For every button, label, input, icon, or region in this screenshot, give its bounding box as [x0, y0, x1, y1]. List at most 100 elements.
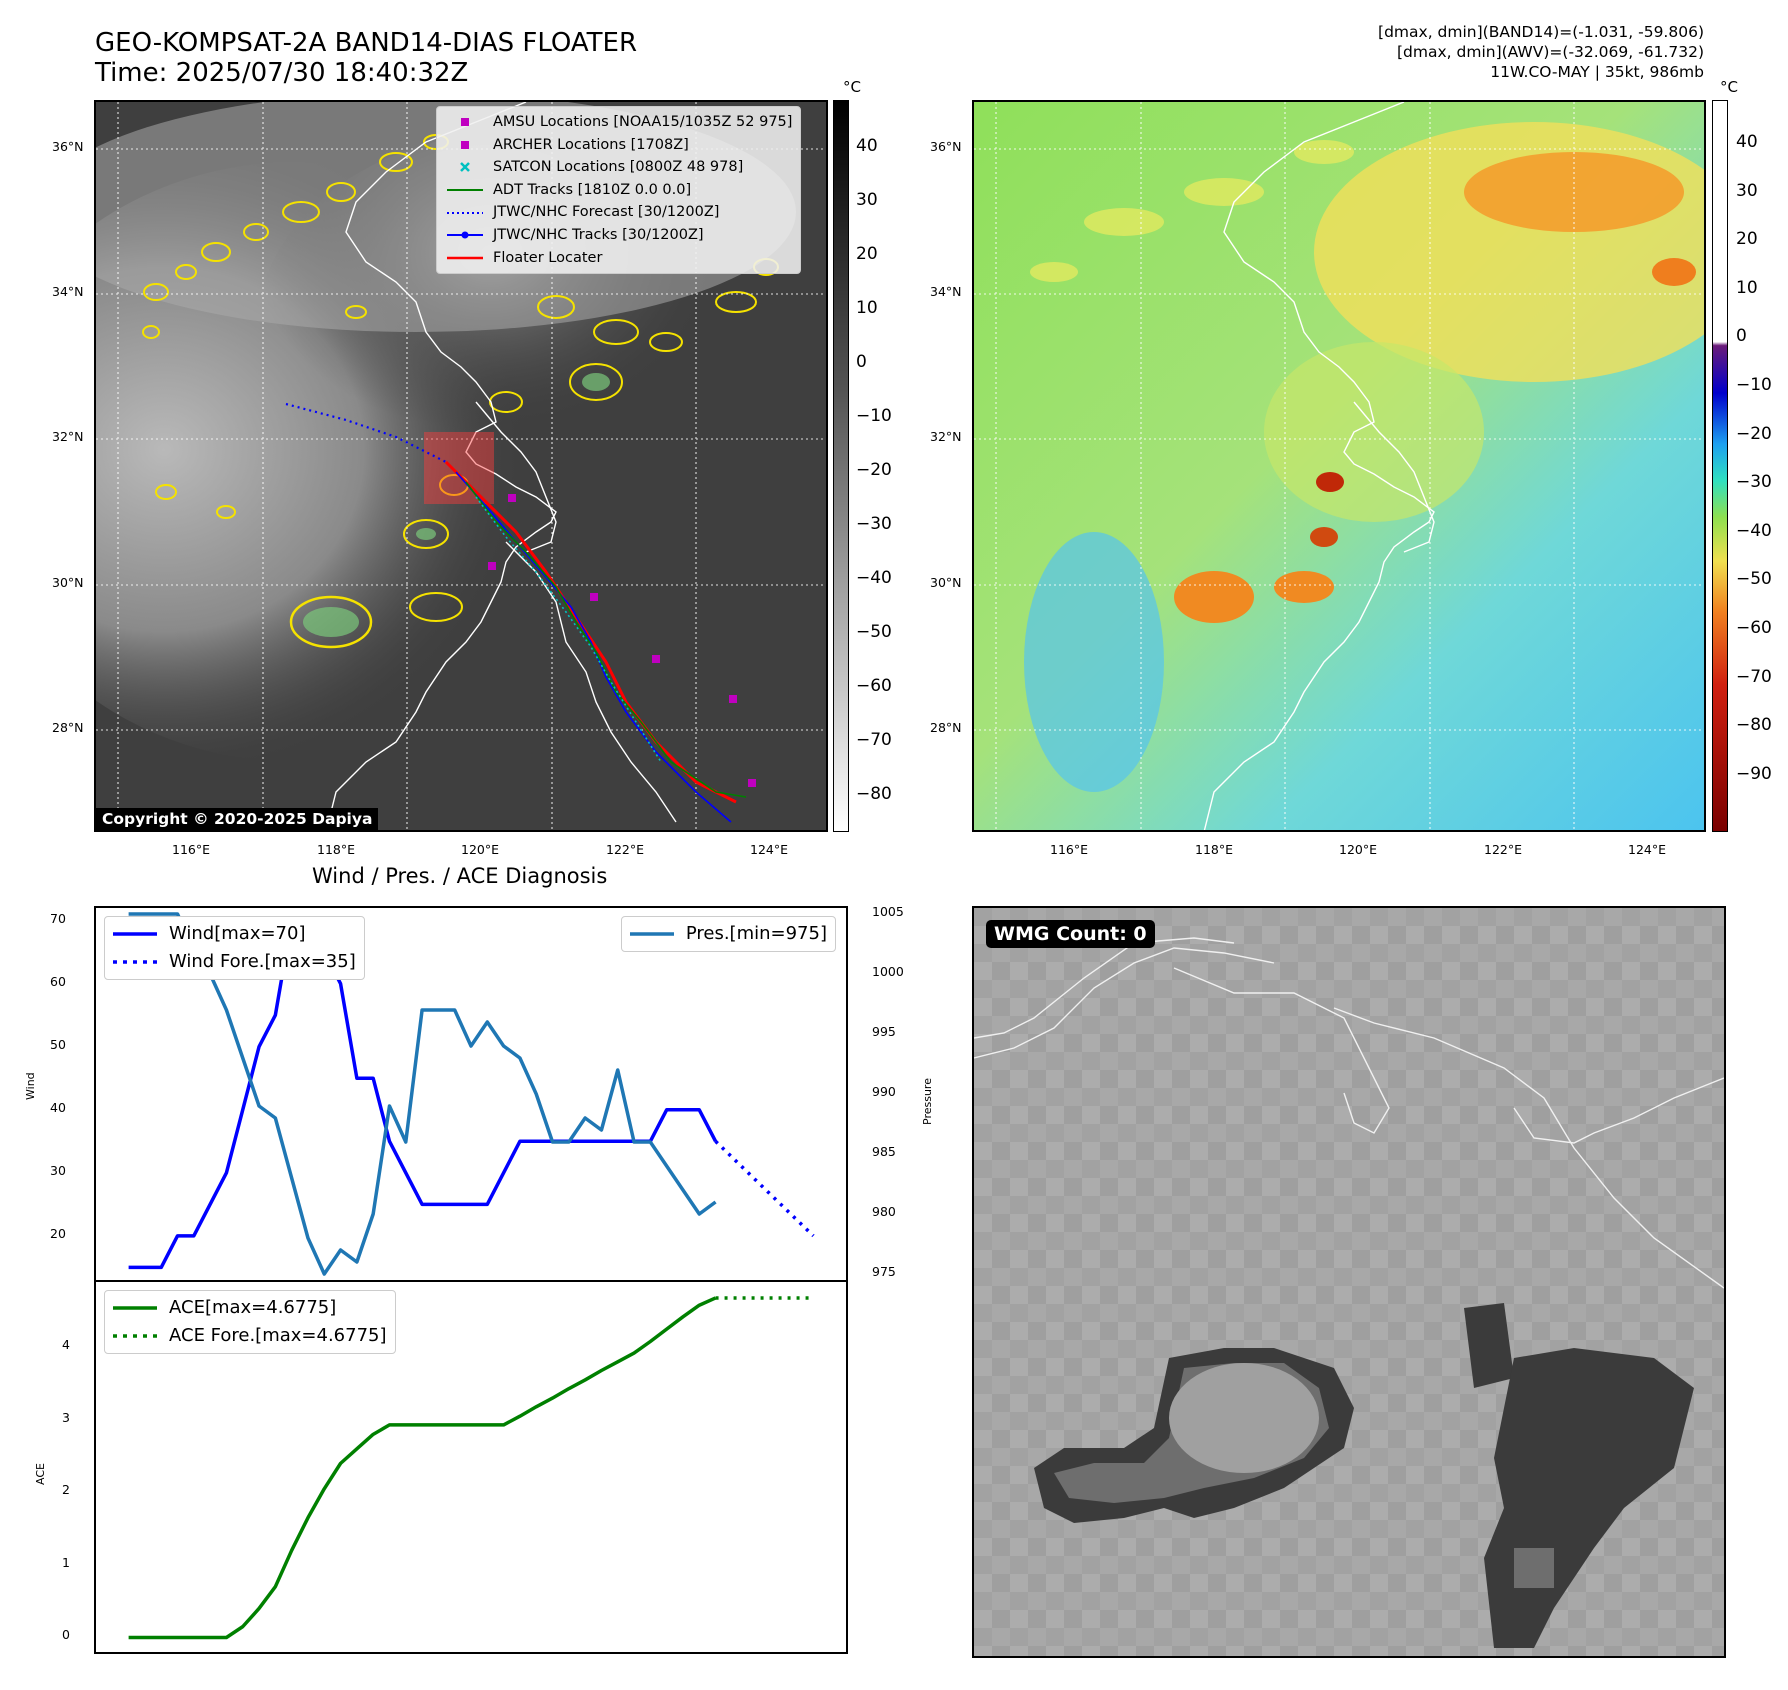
awv-colorbar-tick: −40 — [1736, 520, 1772, 541]
legend-amsu: AMSU Locations [NOAA15/1035Z 52 975] — [445, 111, 792, 134]
wind-tick-label: 60 — [50, 973, 66, 989]
ir-colorbar-tick: 10 — [856, 298, 878, 318]
awv-colorbar-unit: °C — [1720, 78, 1738, 96]
pressure-tick-label: 975 — [872, 1264, 896, 1279]
pressure-tick-label: 990 — [872, 1084, 896, 1099]
ir-colorbar-tick: −80 — [856, 784, 892, 804]
lat-tick-label: 34°N — [930, 284, 962, 299]
wmg-panel: WMG Count: 0 — [972, 906, 1726, 1658]
ir-colorbar — [833, 100, 849, 832]
lat-tick-label: 30°N — [52, 575, 84, 590]
awv-colorbar-tick: 30 — [1736, 180, 1758, 201]
lon-tick-label: 122°E — [606, 842, 645, 857]
ir-colorbar-tick: 0 — [856, 352, 867, 372]
ace-tick-label: 3 — [62, 1409, 70, 1425]
legend-archer: ARCHER Locations [1708Z] — [445, 134, 792, 157]
lat-tick-label: 30°N — [930, 575, 962, 590]
awv-colorbar — [1712, 100, 1728, 832]
awv-colorbar-tick: 0 — [1736, 326, 1747, 347]
awv-map-image — [974, 102, 1704, 830]
awv-colorbar-tick: 40 — [1736, 132, 1758, 152]
ir-colorbar-tick: −30 — [856, 514, 892, 534]
ir-colorbar-tick: 40 — [856, 136, 878, 156]
lat-tick-label: 34°N — [52, 284, 84, 299]
ace-legend: ACE[max=4.6775] ACE Fore.[max=4.6775] — [104, 1290, 396, 1354]
pressure-tick-label: 1000 — [872, 964, 904, 979]
lat-tick-label: 36°N — [930, 139, 962, 154]
ir-colorbar-tick: −70 — [856, 730, 892, 750]
series-wind-fore- — [714, 1140, 815, 1238]
legend-ace-fore: ACE Fore.[max=4.6775] — [113, 1325, 387, 1346]
awv-map-panel — [972, 100, 1706, 832]
ace-tick-label: 1 — [62, 1554, 70, 1570]
awv-colorbar-tick: 20 — [1736, 229, 1758, 250]
awv-colorbar-tick: −30 — [1736, 472, 1772, 493]
legend-floater: Floater Locater — [447, 249, 603, 266]
awv-colorbar-tick: −90 — [1736, 763, 1772, 784]
lon-tick-label: 118°E — [1195, 842, 1234, 857]
lon-tick-label: 122°E — [1484, 842, 1523, 857]
ir-colorbar-tick: −40 — [856, 568, 892, 588]
legend-jtwc-tracks: JTWC/NHC Tracks [30/1200Z] — [445, 224, 792, 247]
ir-map-panel: AMSU Locations [NOAA15/1035Z 52 975] ARC… — [94, 100, 828, 832]
ir-colorbar-tick: 30 — [856, 190, 878, 210]
wind-tick-label: 50 — [50, 1036, 66, 1052]
lon-tick-label: 116°E — [172, 842, 211, 857]
awv-colorbar-tick: −10 — [1736, 375, 1772, 395]
chart-title: GEO-KOMPSAT-2A BAND14-DIAS FLOATER — [95, 28, 638, 58]
ir-colorbar-tick: −20 — [856, 460, 892, 480]
pressure-tick-label: 1005 — [872, 904, 904, 919]
ace-panel: ACE[max=4.6775] ACE Fore.[max=4.6775] — [94, 1280, 848, 1654]
ir-colorbar-unit: °C — [843, 78, 861, 96]
awv-colorbar-tick: −20 — [1736, 423, 1772, 444]
diagnosis-title: Wind / Pres. / ACE Diagnosis — [312, 864, 608, 888]
ir-colorbar-tick: −10 — [856, 406, 892, 426]
ace-ylabel: ACE — [34, 1463, 47, 1485]
series-ace — [128, 1296, 717, 1640]
awv-colorbar-tick: −80 — [1736, 715, 1772, 736]
lon-tick-label: 124°E — [1628, 842, 1667, 857]
dmax-band14: [dmax, dmin](BAND14)=(-1.031, -59.806) — [1378, 23, 1704, 41]
dmax-awv: [dmax, dmin](AWV)=(-32.069, -61.732) — [1397, 43, 1704, 61]
ace-plot — [128, 1296, 814, 1640]
legend-wind-fore: Wind Fore.[max=35] — [113, 951, 356, 972]
ir-colorbar-tick: −60 — [856, 676, 892, 696]
lat-tick-label: 32°N — [52, 429, 84, 444]
lon-tick-label: 124°E — [750, 842, 789, 857]
legend-jtwc-forecast: JTWC/NHC Forecast [30/1200Z] — [447, 204, 720, 221]
legend-pressure: Pres.[min=975] — [629, 923, 827, 944]
wmg-count-badge: WMG Count: 0 — [986, 920, 1155, 948]
awv-colorbar-tick: 10 — [1736, 277, 1758, 298]
wind-tick-label: 30 — [50, 1162, 66, 1178]
ir-colorbar-tick: −50 — [856, 622, 892, 642]
wind-ylabel: Wind — [24, 1072, 37, 1100]
storm-info: 11W.CO-MAY | 35kt, 986mb — [1490, 63, 1704, 81]
awv-colorbar-tick: −60 — [1736, 618, 1772, 638]
pressure-legend: Pres.[min=975] — [620, 916, 836, 952]
series-pres- — [128, 912, 717, 1276]
legend-satcon: SATCON Locations [0800Z 48 978] — [445, 156, 792, 179]
lon-tick-label: 116°E — [1050, 842, 1089, 857]
ir-colorbar-tick: 20 — [856, 244, 878, 264]
chart-time: Time: 2025/07/30 18:40:32Z — [95, 58, 469, 88]
lat-tick-label: 32°N — [930, 429, 962, 444]
lon-tick-label: 118°E — [317, 842, 356, 857]
lat-tick-label: 28°N — [52, 720, 84, 735]
wind-pressure-plot — [128, 912, 815, 1276]
awv-colorbar-tick: −50 — [1736, 569, 1772, 590]
pressure-tick-label: 995 — [872, 1024, 896, 1039]
pressure-ylabel: Pressure — [921, 1078, 934, 1125]
awv-colorbar-tick: −70 — [1736, 666, 1772, 687]
pressure-tick-label: 980 — [872, 1204, 896, 1219]
lat-tick-label: 36°N — [52, 139, 84, 154]
wind-tick-label: 40 — [50, 1099, 66, 1115]
pressure-tick-label: 985 — [872, 1144, 896, 1159]
lat-tick-label: 28°N — [930, 720, 962, 735]
wind-tick-label: 20 — [50, 1225, 66, 1241]
wind-pressure-panel: Wind[max=70] Wind Fore.[max=35] Pres.[mi… — [94, 906, 848, 1282]
series-wind — [128, 918, 718, 1270]
wmg-image — [974, 908, 1724, 1656]
ace-tick-label: 2 — [62, 1482, 70, 1498]
ace-tick-label: 4 — [62, 1337, 70, 1353]
map-legend: AMSU Locations [NOAA15/1035Z 52 975] ARC… — [436, 106, 802, 275]
